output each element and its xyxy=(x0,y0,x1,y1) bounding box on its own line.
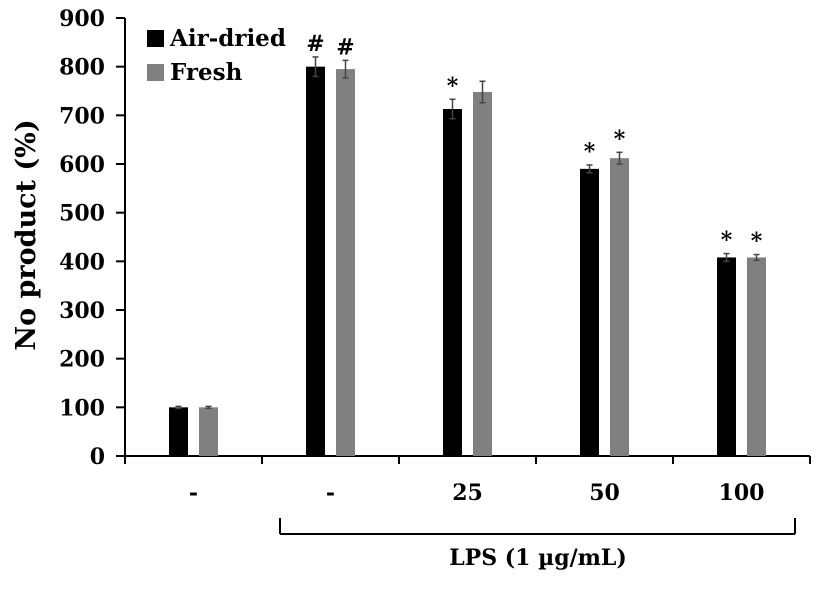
y-tick-label: 400 xyxy=(59,249,105,275)
y-tick-label: 800 xyxy=(59,55,105,81)
y-tick-label: 100 xyxy=(59,395,105,421)
significance-marker: * xyxy=(447,73,459,99)
legend: Air-dried Fresh xyxy=(147,25,286,86)
bar-air-dried xyxy=(717,257,736,456)
significance-marker: # xyxy=(306,31,324,57)
significance-marker: * xyxy=(751,229,763,255)
legend-label: Fresh xyxy=(170,59,243,86)
significance-marker: * xyxy=(721,228,733,254)
bar-air-dried xyxy=(580,168,599,456)
bar-fresh xyxy=(747,257,766,456)
y-tick-label: 200 xyxy=(59,347,105,373)
significance-marker: # xyxy=(336,34,354,60)
x-tick-label: 25 xyxy=(452,480,483,506)
y-tick-label: 600 xyxy=(59,152,105,178)
y-axis: 0 100 200 300 400 500 600 700 800 900 xyxy=(59,6,126,470)
x-tick-label: - xyxy=(189,480,198,506)
x-tick-label: 100 xyxy=(719,480,765,506)
y-tick-label: 500 xyxy=(59,201,105,227)
bars: # * * * # * * xyxy=(169,31,766,457)
y-axis-label: No product (%) xyxy=(11,119,42,350)
legend-label: Air-dried xyxy=(169,25,286,52)
x-tick-label: 50 xyxy=(589,480,620,506)
x-tick-label: - xyxy=(326,480,335,506)
bar-fresh xyxy=(336,69,355,456)
bar-fresh xyxy=(473,91,492,457)
y-tick-label: 900 xyxy=(59,6,105,32)
y-tick-label: 700 xyxy=(59,103,105,129)
bar-air-dried xyxy=(169,407,188,456)
bar-fresh xyxy=(199,407,218,456)
y-tick-label: 300 xyxy=(59,298,105,324)
legend-swatch xyxy=(147,30,164,47)
lps-group-label: LPS (1 µg/mL) xyxy=(449,545,627,571)
significance-marker: * xyxy=(614,126,626,152)
significance-marker: * xyxy=(584,139,596,165)
y-tick-label: 0 xyxy=(90,444,105,470)
x-axis: - - 25 50 100 xyxy=(124,455,811,506)
legend-swatch xyxy=(147,64,164,81)
bar-air-dried xyxy=(443,109,462,457)
bar-air-dried xyxy=(306,66,325,457)
lps-bracket: LPS (1 µg/mL) xyxy=(279,518,796,571)
bar-fresh xyxy=(610,158,629,456)
